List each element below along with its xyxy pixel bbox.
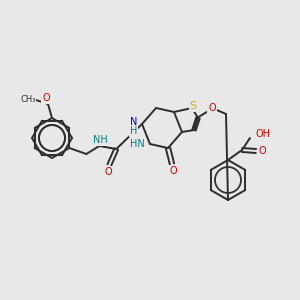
Text: O: O <box>104 167 112 177</box>
Text: O: O <box>208 103 216 113</box>
Text: H: H <box>130 126 137 136</box>
Text: N: N <box>130 117 137 127</box>
Text: O: O <box>169 166 177 176</box>
Text: HN: HN <box>130 139 145 149</box>
Text: CH₃: CH₃ <box>20 94 36 103</box>
Text: OH: OH <box>255 129 270 139</box>
Text: O: O <box>42 93 50 103</box>
Text: S: S <box>189 101 197 111</box>
Text: NH: NH <box>93 135 108 145</box>
Text: O: O <box>258 146 266 156</box>
